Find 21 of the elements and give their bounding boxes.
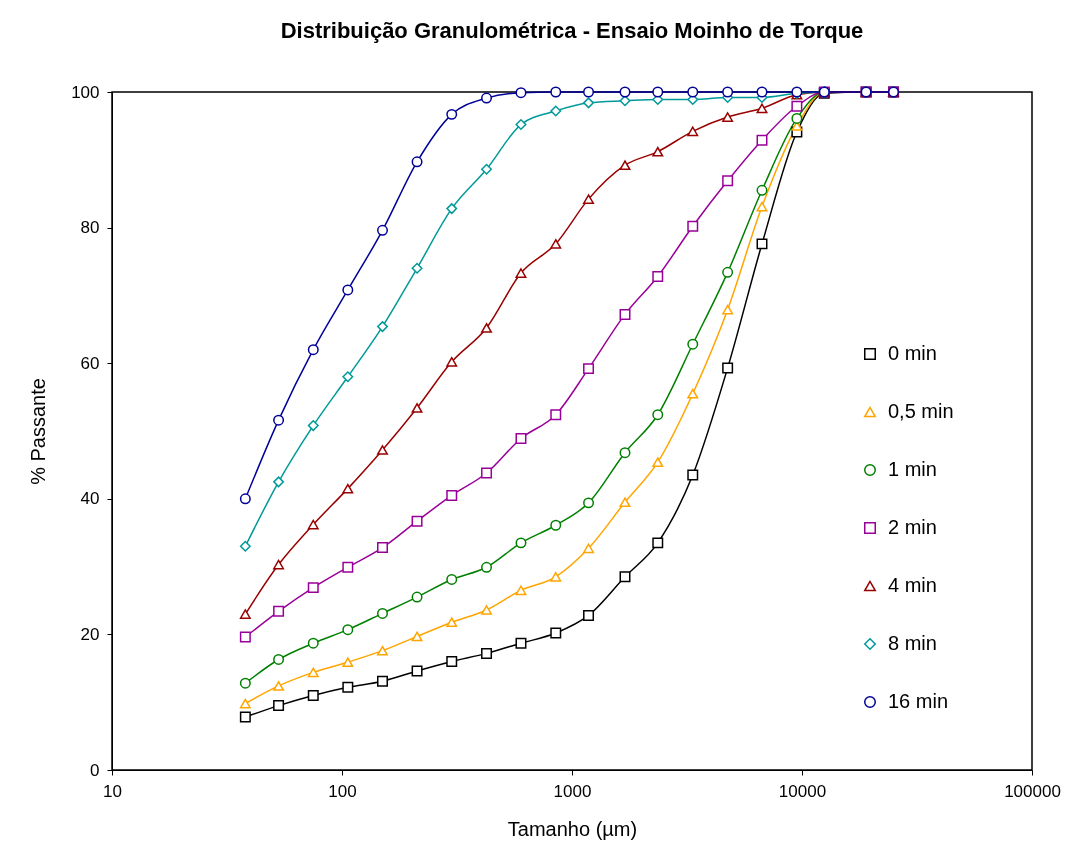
y-tick-label: 40 xyxy=(80,489,100,509)
x-tick-label: 100 xyxy=(328,781,357,801)
legend-label: 0,5 min xyxy=(888,400,954,422)
x-tick-label: 1000 xyxy=(553,781,592,801)
y-tick-label: 80 xyxy=(80,218,100,238)
legend-label: 1 min xyxy=(888,458,937,480)
x-tick-label: 10 xyxy=(103,781,122,801)
x-tick-label: 100000 xyxy=(1004,781,1061,801)
x-axis-title: Tamanho (µm) xyxy=(507,817,638,840)
y-tick-label: 20 xyxy=(80,624,100,644)
legend-label: 8 min xyxy=(888,632,937,654)
legend-label: 4 min xyxy=(888,574,937,596)
y-tick-label: 60 xyxy=(80,353,100,373)
y-tick-label: 0 xyxy=(90,760,100,780)
y-tick-label: 100 xyxy=(71,82,100,102)
legend-label: 2 min xyxy=(888,516,937,538)
chart-title: Distribuição Granulométrica - Ensaio Moinho de Torque xyxy=(280,18,864,43)
x-tick-label: 10000 xyxy=(778,781,827,801)
y-axis-title: % Passante xyxy=(27,378,50,485)
legend-label: 16 min xyxy=(888,690,949,712)
legend-label: 0 min xyxy=(888,342,937,364)
